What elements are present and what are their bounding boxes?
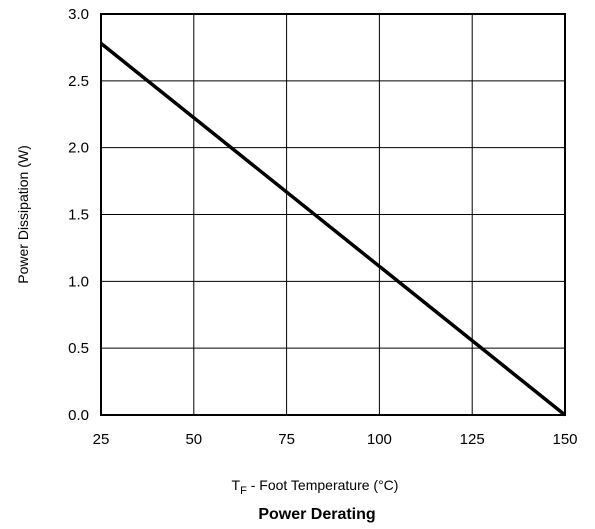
y-axis-label: Power Dissipation (W): [15, 145, 31, 283]
y-tick-labels: 0.0 0.5 1.0 1.5 2.0 2.5 3.0: [68, 6, 89, 424]
x-axis-label-subscript: F: [240, 485, 247, 497]
y-tick-label: 0.5: [68, 340, 89, 357]
y-tick-label: 1.0: [68, 273, 89, 290]
x-tick-label: 150: [552, 431, 577, 448]
chart-title: Power Derating: [258, 506, 375, 523]
x-tick-label: 50: [185, 431, 202, 448]
plot-frame: [100, 13, 566, 416]
x-tick-label: 75: [278, 431, 295, 448]
y-tick-label: 3.0: [68, 6, 89, 23]
x-tick-label: 100: [367, 431, 392, 448]
grid: [101, 14, 565, 415]
x-tick-labels: 25 50 75 100 125 150: [93, 431, 578, 448]
x-axis-label-symbol: T: [232, 477, 241, 493]
y-tick-label: 2.5: [68, 73, 89, 90]
x-axis-label-text: - Foot Temperature (°C): [247, 477, 399, 493]
x-tick-label: 125: [460, 431, 485, 448]
y-tick-label: 0.0: [68, 407, 89, 424]
y-tick-label: 1.5: [68, 207, 89, 224]
y-tick-label: 2.0: [68, 140, 89, 157]
x-axis-label: TF - Foot Temperature (°C): [232, 477, 399, 497]
series-line: [99, 42, 567, 417]
series-layer: [99, 42, 567, 417]
x-tick-label: 25: [93, 431, 110, 448]
